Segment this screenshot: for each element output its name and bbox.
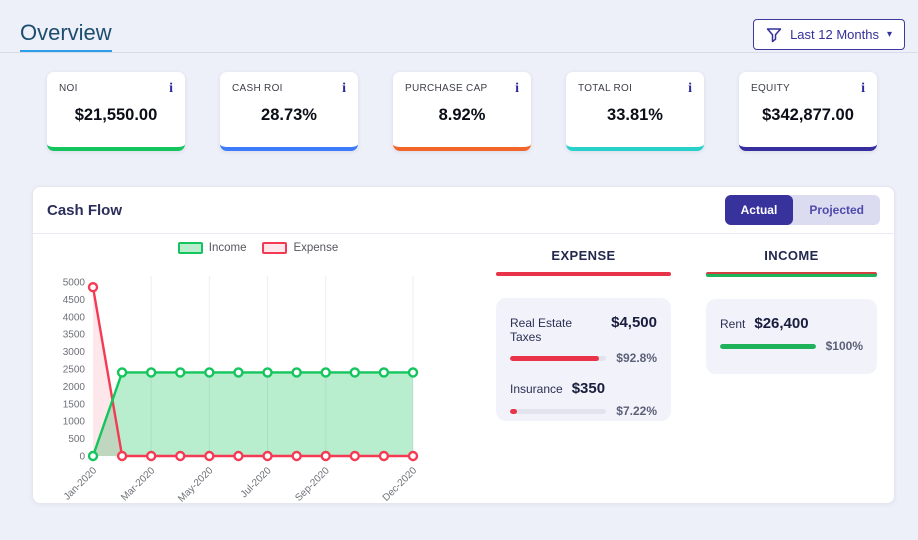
income-row-rent: Rent $26,400 $100% xyxy=(720,315,863,353)
cash-flow-body: Income Expense 0 500 1000 1500 2000 2500 3000 3… xyxy=(33,234,894,505)
expense-item-value: $4,500 xyxy=(611,314,657,331)
date-filter-button[interactable]: Last 12 Months ▾ xyxy=(753,19,905,50)
svg-text:4000: 4000 xyxy=(63,312,86,323)
toggle-projected[interactable]: Projected xyxy=(793,195,880,225)
info-icon[interactable]: i xyxy=(342,81,346,96)
expense-row-insurance: Insurance $350 $7.22% xyxy=(510,380,657,418)
expense-progress-fill xyxy=(510,355,600,361)
expense-item-value: $350 xyxy=(571,380,606,397)
info-icon[interactable]: i xyxy=(169,81,173,96)
stat-card-title: PURCHASE CAP xyxy=(405,83,488,94)
cash-flow-header: Cash Flow Actual Projected xyxy=(33,187,894,234)
income-card: Rent $26,400 $100% xyxy=(706,299,877,374)
income-progress-track xyxy=(720,343,816,349)
info-icon[interactable]: i xyxy=(688,81,692,96)
income-item-label: Rent xyxy=(720,317,746,331)
expense-item-label: Insurance xyxy=(510,382,563,396)
svg-text:0: 0 xyxy=(79,452,85,463)
info-icon[interactable]: i xyxy=(515,81,519,96)
stat-card-value: 28.73% xyxy=(261,106,317,124)
expense-underline xyxy=(496,272,671,276)
stat-card-purchase-cap: PURCHASE CAP i 8.92% xyxy=(393,72,531,151)
stat-card-value: $21,550.00 xyxy=(74,106,158,124)
income-summary: INCOME Rent $26,400 $100% xyxy=(706,248,877,374)
expense-progress-track xyxy=(510,408,607,414)
stat-card-title: CASH ROI xyxy=(232,83,283,94)
stat-card-cash-roi: CASH ROI i 28.73% xyxy=(220,72,358,151)
svg-text:4500: 4500 xyxy=(63,295,86,306)
income-item-value: $26,400 xyxy=(754,315,809,332)
svg-text:Jan-2020: Jan-2020 xyxy=(62,465,100,502)
stat-card-equity: EQUITY i $342,877.00 xyxy=(739,72,877,151)
stat-card-value: $342,877.00 xyxy=(762,106,854,124)
svg-text:3000: 3000 xyxy=(63,347,86,358)
svg-text:500: 500 xyxy=(68,434,85,445)
stat-card-noi: NOI i $21,550.00 xyxy=(47,72,185,151)
expense-summary: EXPENSE Real Estate Taxes $4,500 $92.8% xyxy=(496,248,671,421)
expense-progress-fill xyxy=(510,408,517,414)
stat-card-title: NOI xyxy=(59,83,78,94)
header-divider xyxy=(0,52,918,53)
svg-text:2500: 2500 xyxy=(63,365,86,376)
svg-text:2000: 2000 xyxy=(63,382,86,393)
expense-progress-track xyxy=(510,355,607,361)
expense-item-label: Real Estate Taxes xyxy=(510,316,573,344)
expense-row-real-estate-taxes: Real Estate Taxes $4,500 $92.8% xyxy=(510,314,657,365)
expense-item-percent: $92.8% xyxy=(616,351,657,365)
chart-legend: Income Expense xyxy=(33,242,483,254)
cash-flow-panel: Cash Flow Actual Projected Income Expens… xyxy=(32,186,895,505)
stat-card-total-roi: TOTAL ROI i 33.81% xyxy=(566,72,704,151)
info-icon[interactable]: i xyxy=(861,81,865,96)
svg-text:5000: 5000 xyxy=(63,278,86,289)
cash-flow-title: Cash Flow xyxy=(47,201,123,219)
income-swatch-icon xyxy=(177,242,203,254)
svg-text:Jul-2020: Jul-2020 xyxy=(239,465,274,500)
svg-text:Dec-2020: Dec-2020 xyxy=(381,465,420,502)
income-underline xyxy=(706,272,877,277)
legend-label: Expense xyxy=(293,242,339,254)
legend-item-expense: Expense xyxy=(262,242,338,254)
income-item-percent: $100% xyxy=(825,339,863,353)
legend-item-income: Income xyxy=(177,242,247,254)
svg-text:3500: 3500 xyxy=(63,330,86,341)
svg-text:Sep-2020: Sep-2020 xyxy=(293,465,332,502)
actual-projected-toggle: Actual Projected xyxy=(724,195,880,225)
stat-card-value: 8.92% xyxy=(438,106,486,124)
income-summary-title: INCOME xyxy=(764,248,819,263)
filter-funnel-icon xyxy=(766,27,782,43)
expense-summary-title: EXPENSE xyxy=(551,248,616,263)
stat-cards-row: NOI i $21,550.00 CASH ROI i 28.73% PURCH… xyxy=(47,72,877,151)
expense-card: Real Estate Taxes $4,500 $92.8% Insur xyxy=(496,298,671,421)
toggle-actual[interactable]: Actual xyxy=(724,195,794,225)
stat-card-value: 33.81% xyxy=(607,106,663,124)
income-progress-fill xyxy=(720,343,816,349)
cash-flow-chart: 0 500 1000 1500 2000 2500 3000 3500 4000 4500 5000… xyxy=(33,256,493,505)
stat-card-title: TOTAL ROI xyxy=(578,83,633,94)
svg-text:May-2020: May-2020 xyxy=(176,465,216,502)
stat-card-title: EQUITY xyxy=(751,83,791,94)
svg-text:1500: 1500 xyxy=(63,399,86,410)
expense-item-percent: $7.22% xyxy=(616,404,657,418)
svg-text:1000: 1000 xyxy=(63,417,86,428)
filter-label: Last 12 Months xyxy=(790,27,879,42)
svg-text:Mar-2020: Mar-2020 xyxy=(119,465,157,502)
legend-label: Income xyxy=(208,242,247,254)
chevron-down-icon: ▾ xyxy=(886,29,892,40)
page-title: Overview xyxy=(20,20,112,53)
expense-swatch-icon xyxy=(262,242,288,254)
